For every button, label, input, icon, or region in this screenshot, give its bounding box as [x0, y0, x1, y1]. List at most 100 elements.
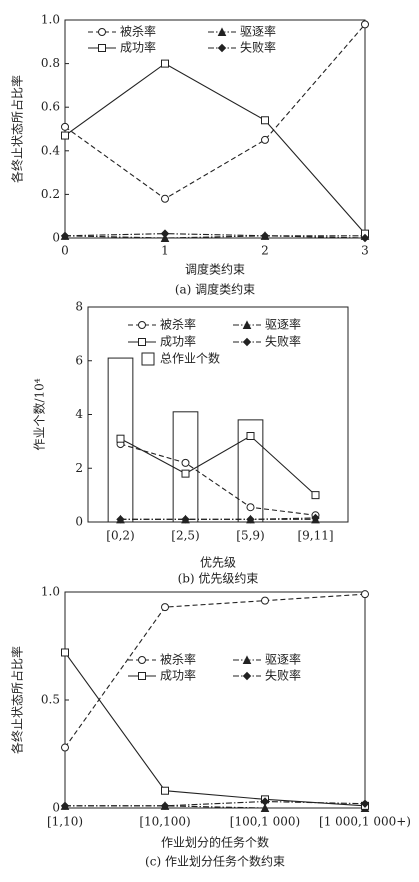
marker [261, 116, 269, 125]
marker [60, 231, 70, 241]
line [64, 593, 366, 748]
x-tick-label: [0,2) [106, 529, 134, 543]
marker [242, 655, 252, 664]
x-tick-label: 1 [161, 244, 169, 258]
marker [98, 44, 106, 52]
x-tick-label: [2,5) [171, 529, 199, 543]
marker [61, 131, 69, 140]
legend-label: 驱逐率 [265, 652, 301, 667]
marker [161, 194, 169, 203]
marker [160, 229, 170, 238]
marker [138, 672, 146, 680]
legend-label: 成功率 [160, 334, 196, 349]
x-axis-label: 作业划分的任务个数 [161, 835, 269, 850]
line [120, 517, 316, 520]
y-tick-label: 0.5 [41, 693, 60, 707]
x-tick-label: [9,11] [297, 529, 333, 543]
marker [61, 122, 69, 131]
marker [242, 671, 252, 681]
marker [361, 590, 369, 599]
marker [261, 596, 269, 605]
line [64, 233, 366, 239]
y-tick-label: 8 [75, 300, 83, 314]
marker [260, 803, 270, 812]
bar [237, 419, 264, 523]
y-axis-label: 各终止状态所占比率 [10, 646, 25, 754]
y-tick-label: 1.0 [41, 13, 60, 27]
legend-label: 失败率 [265, 334, 301, 349]
legend-label: 失败率 [240, 40, 276, 55]
marker [161, 59, 169, 68]
bar [172, 411, 199, 523]
marker [246, 515, 255, 524]
x-tick-label: [5,9) [236, 529, 264, 543]
caption: (b) 优先级约束 [178, 571, 259, 586]
y-tick-label: 0.2 [41, 187, 60, 201]
y-tick-label: 0.4 [41, 143, 60, 157]
line [64, 652, 366, 807]
marker [181, 469, 190, 478]
legend-label: 成功率 [160, 668, 196, 683]
marker [246, 503, 255, 512]
marker [261, 135, 269, 144]
legend-label: 成功率 [120, 40, 156, 55]
x-tick-label: 2 [261, 244, 269, 258]
marker [161, 786, 169, 795]
marker [217, 27, 227, 36]
x-tick-label: [100,1 000) [230, 815, 300, 829]
x-tick-label: 3 [361, 244, 369, 258]
y-tick-label: 0 [75, 515, 83, 529]
marker [160, 801, 170, 811]
y-tick-label: 0.6 [41, 100, 60, 114]
legend-label: 失败率 [265, 668, 301, 683]
marker [60, 801, 70, 811]
marker [260, 231, 270, 241]
y-axis-label: 作业个数/10⁴ [32, 378, 47, 450]
y-tick-label: 4 [75, 407, 83, 421]
marker [160, 233, 170, 242]
marker [242, 320, 252, 329]
marker [246, 432, 255, 440]
legend-label: 驱逐率 [240, 24, 276, 39]
y-axis-label: 各终止状态所占比率 [10, 75, 25, 183]
caption: (a) 调度类约束 [175, 282, 255, 297]
marker [61, 743, 69, 752]
x-axis-label: 调度类约束 [185, 262, 245, 277]
y-tick-label: 2 [75, 461, 83, 475]
legend-label: 被杀率 [120, 24, 156, 39]
line [64, 24, 366, 200]
line [64, 235, 365, 239]
marker [98, 28, 106, 36]
y-tick-label: 0 [52, 231, 60, 245]
x-tick-label: [1 000,1 000+) [319, 815, 411, 829]
x-tick-label: [10,100) [139, 815, 190, 829]
x-axis-label: 优先级 [200, 556, 236, 570]
marker [311, 491, 320, 500]
marker [138, 656, 146, 664]
marker [138, 321, 146, 329]
marker [116, 515, 125, 524]
marker [242, 337, 252, 347]
y-tick-label: 1.0 [41, 585, 60, 599]
marker [181, 458, 190, 467]
marker [311, 513, 320, 523]
marker [360, 233, 370, 243]
plot-frame [64, 19, 366, 239]
marker [138, 338, 146, 346]
plot-frame [64, 591, 366, 809]
legend-label: 被杀率 [160, 652, 196, 667]
marker [361, 20, 369, 29]
line [120, 435, 316, 496]
x-tick-label: [1,10) [47, 815, 83, 829]
marker [181, 515, 190, 524]
y-tick-label: 6 [75, 353, 83, 367]
caption: (c) 作业划分任务个数约束 [145, 854, 285, 869]
bar [107, 357, 134, 523]
legend-label: 总作业个数 [160, 351, 220, 366]
legend-label: 被杀率 [160, 317, 196, 332]
line [65, 800, 366, 807]
line [120, 443, 316, 516]
marker [260, 797, 270, 806]
